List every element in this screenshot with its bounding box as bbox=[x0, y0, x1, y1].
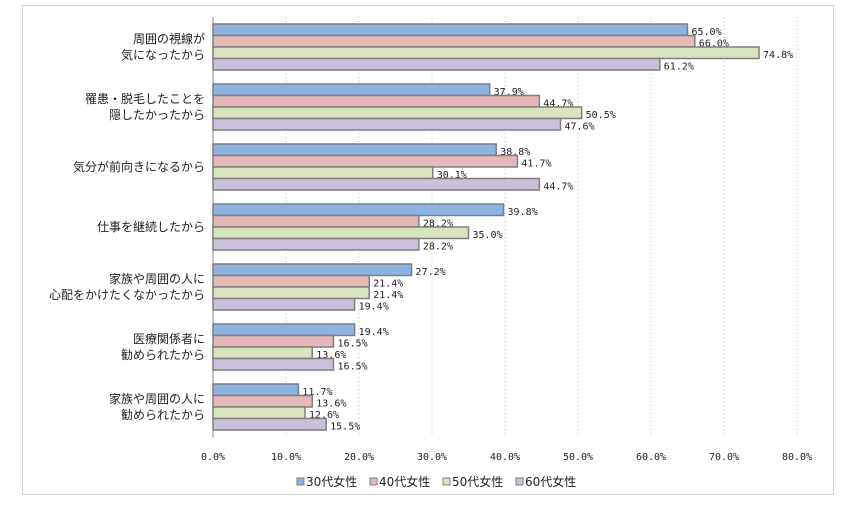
bar bbox=[212, 106, 583, 120]
bar bbox=[212, 323, 356, 337]
bar bbox=[212, 154, 519, 168]
data-label: 39.8% bbox=[508, 207, 538, 218]
bar bbox=[212, 177, 541, 191]
bar bbox=[212, 143, 497, 157]
data-label: 61.2% bbox=[664, 61, 694, 72]
data-label: 13.6% bbox=[316, 398, 346, 409]
data-label: 21.4% bbox=[373, 278, 403, 289]
bar bbox=[212, 334, 335, 348]
category-label: 仕事を継続したから bbox=[97, 219, 205, 234]
bar bbox=[212, 46, 760, 60]
data-label: 44.7% bbox=[543, 181, 573, 192]
data-label: 74.8% bbox=[763, 50, 793, 61]
category-label: 勧められたから bbox=[121, 348, 205, 362]
legend-label: 60代女性 bbox=[525, 474, 576, 489]
bar bbox=[212, 94, 541, 108]
bar bbox=[212, 166, 434, 180]
bar bbox=[212, 286, 370, 300]
chart-frame bbox=[22, 5, 834, 495]
legend-swatch bbox=[369, 477, 378, 486]
data-label: 12.6% bbox=[309, 410, 339, 421]
bar bbox=[212, 383, 300, 397]
data-label: 28.2% bbox=[423, 241, 453, 252]
data-label: 41.7% bbox=[521, 158, 551, 169]
x-tick-label: 0.0% bbox=[201, 452, 225, 463]
bar bbox=[212, 83, 491, 97]
category-label: 勧められたから bbox=[121, 408, 205, 422]
data-label: 66.0% bbox=[699, 38, 729, 49]
x-tick-label: 30.0% bbox=[417, 452, 447, 463]
x-tick-label: 10.0% bbox=[271, 452, 301, 463]
bar bbox=[212, 263, 413, 277]
bar bbox=[212, 237, 420, 251]
category-label: 心配をかけたくなかったから bbox=[49, 288, 205, 302]
x-tick-label: 80.0% bbox=[782, 452, 812, 463]
x-tick-label: 70.0% bbox=[709, 452, 739, 463]
data-label: 19.4% bbox=[359, 327, 389, 338]
category-label: 家族や周囲の人に bbox=[109, 391, 205, 406]
category-label: 気になったから bbox=[121, 47, 205, 62]
bar bbox=[212, 357, 335, 371]
data-label: 21.4% bbox=[373, 290, 403, 301]
bar bbox=[212, 346, 314, 360]
data-label: 37.9% bbox=[494, 87, 524, 98]
data-label: 30.1% bbox=[437, 170, 467, 181]
bar bbox=[212, 417, 327, 431]
data-label: 44.7% bbox=[543, 98, 573, 109]
x-tick-label: 50.0% bbox=[563, 452, 593, 463]
bar bbox=[212, 23, 689, 37]
legend-label: 50代女性 bbox=[452, 474, 503, 489]
category-label: 罹患・脱毛したことを bbox=[85, 91, 205, 106]
x-tick-label: 60.0% bbox=[636, 452, 666, 463]
data-label: 47.6% bbox=[564, 121, 594, 132]
x-tick-label: 20.0% bbox=[344, 452, 374, 463]
category-label: 周囲の視線が bbox=[133, 31, 205, 46]
data-label: 16.5% bbox=[337, 361, 367, 372]
legend-swatch bbox=[442, 477, 451, 486]
category-label: 気分が前向きになるから bbox=[73, 159, 205, 174]
bar bbox=[212, 394, 314, 408]
data-label: 13.6% bbox=[316, 350, 346, 361]
bar bbox=[212, 297, 356, 311]
legend-swatch bbox=[515, 477, 524, 486]
data-label: 19.4% bbox=[359, 301, 389, 312]
legend-label: 40代女性 bbox=[379, 474, 430, 489]
bar bbox=[212, 117, 562, 131]
category-label: 隠したかったから bbox=[109, 108, 205, 122]
bar bbox=[212, 274, 370, 288]
data-label: 50.5% bbox=[586, 110, 616, 121]
legend-swatch bbox=[296, 477, 305, 486]
data-label: 28.2% bbox=[423, 218, 453, 229]
bar bbox=[212, 203, 505, 217]
bar bbox=[212, 406, 306, 420]
data-label: 38.8% bbox=[500, 147, 530, 158]
legend-label: 30代女性 bbox=[306, 474, 357, 489]
bar bbox=[212, 57, 661, 71]
data-label: 35.0% bbox=[473, 230, 503, 241]
bar bbox=[212, 214, 420, 228]
data-label: 27.2% bbox=[416, 267, 446, 278]
data-label: 15.5% bbox=[330, 421, 360, 432]
category-label: 家族や周囲の人に bbox=[109, 271, 205, 286]
bar bbox=[212, 226, 470, 240]
category-label: 医療関係者に bbox=[133, 332, 205, 346]
data-label: 65.0% bbox=[692, 27, 722, 38]
data-label: 11.7% bbox=[302, 387, 332, 398]
x-tick-label: 40.0% bbox=[490, 452, 520, 463]
bar bbox=[212, 34, 696, 48]
data-label: 16.5% bbox=[337, 338, 367, 349]
